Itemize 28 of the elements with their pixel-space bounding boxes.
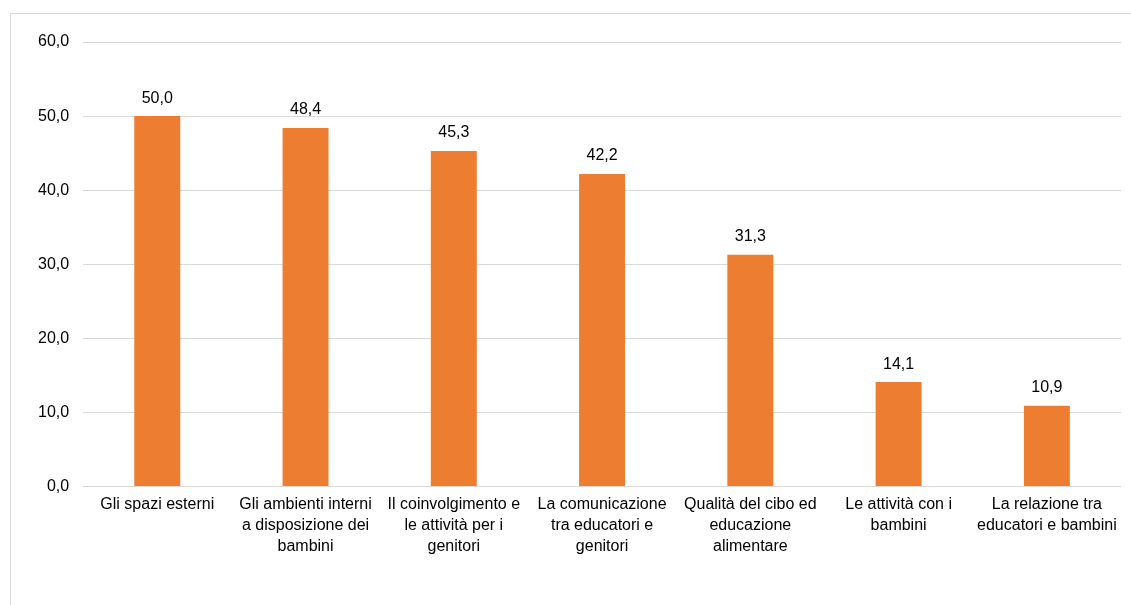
bar [282,127,329,487]
y-tick-label: 30,0 [38,254,70,272]
data-label: 42,2 [586,146,618,164]
data-label: 10,9 [1031,378,1063,396]
x-tick-label: Qualità del cibo ed educazione alimentare [684,495,817,555]
y-tick-label: 0,0 [46,477,70,495]
x-tick-label: Gli spazi esterni [100,495,215,513]
x-tick-label: Le attività con i bambini [845,495,952,534]
y-tick-label: 20,0 [38,328,70,346]
data-label: 31,3 [734,227,767,245]
y-tick-label: 50,0 [38,106,70,124]
data-label: 14,1 [883,354,915,372]
bar [579,173,626,487]
data-label: 48,4 [289,100,322,118]
bar [1023,405,1070,487]
x-tick-label: La relazione tra educatori e bambini [977,495,1117,534]
bar [727,254,774,487]
bar [875,382,922,487]
y-tick-label: 40,0 [38,180,70,198]
y-tick-label: 60,0 [38,32,70,50]
bar [134,116,181,487]
y-tick-label: 10,0 [38,402,70,420]
x-tick-label: Il coinvolgimento e le attività per i genitori [387,495,521,555]
x-tick-label: La comunicazione tra educatori e genitori [537,495,667,555]
data-label: 45,3 [438,123,470,141]
data-label: 50,0 [141,88,173,106]
bar [430,150,477,487]
x-tick-label: Gli ambienti interni a disposizione dei bambini [239,495,372,555]
